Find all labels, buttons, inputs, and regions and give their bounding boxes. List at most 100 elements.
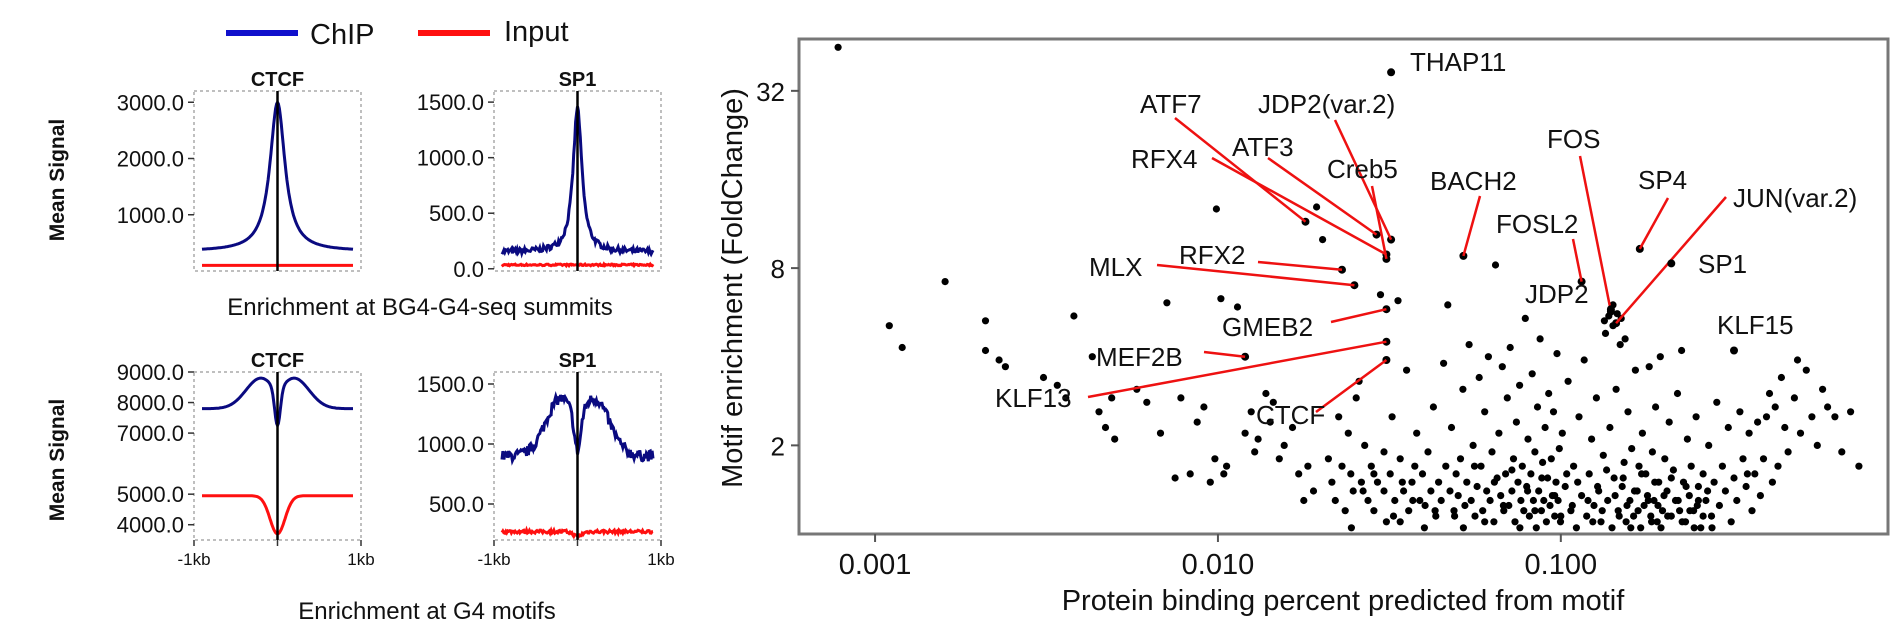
labeled-point [1387, 68, 1396, 77]
scatter-point [1628, 445, 1636, 453]
scatter-point [995, 356, 1003, 364]
scatter-point [1370, 470, 1378, 478]
scatter-point [1497, 492, 1505, 500]
scatter-point [1450, 507, 1458, 515]
scatter-point [1481, 408, 1489, 416]
tf-label: THAP11 [1410, 47, 1506, 77]
scatter-point [1674, 496, 1682, 505]
scatter-point [1558, 429, 1566, 437]
scatter-point [1697, 524, 1705, 532]
scatter-point [1656, 353, 1664, 361]
ytick-label: 1000.0 [417, 432, 484, 457]
scatter-point [1490, 518, 1498, 526]
scatter-point [1473, 482, 1481, 491]
legend-chip-label: ChIP [310, 19, 374, 51]
scatter-point [1613, 310, 1621, 318]
scatter-point [1163, 299, 1171, 307]
scatter-point [1622, 518, 1630, 526]
scatter-point [1352, 394, 1360, 402]
scatter-point [1540, 496, 1548, 505]
scatter-point [1682, 482, 1690, 491]
scatter-point [1498, 363, 1506, 371]
scatter-point [1304, 462, 1312, 470]
scatter-point [1262, 389, 1270, 398]
scatter-point [1690, 524, 1698, 532]
legend-input-label: Input [504, 16, 569, 48]
scatter-point [1724, 423, 1732, 432]
tf-label: ATF3 [1232, 132, 1294, 162]
scatter-point [1645, 363, 1653, 371]
tf-label: FOSL2 [1496, 209, 1578, 239]
scatter-point [1796, 429, 1805, 437]
scatter-point [1580, 356, 1588, 364]
scatter-point [1594, 482, 1602, 491]
scatter-point [1309, 487, 1318, 495]
panel-ctcf_summits: CTCF 1000.0 2000.0 3000.0 [117, 69, 362, 272]
scatter-point [1488, 448, 1496, 456]
ytick-label: 7000.0 [117, 421, 184, 446]
scatter-annotations: THAP11 ATF7 JDP2(var.2) ATF3 RFX4 Creb5 BACH2 F… [995, 47, 1857, 430]
annotation-line [1578, 155, 1613, 312]
scatter-point [1001, 363, 1010, 371]
scatter-point [1648, 448, 1656, 456]
scatter-point [1349, 487, 1357, 495]
scatter-point [1568, 501, 1576, 510]
scatter-point [1361, 441, 1369, 449]
scatter-point [1538, 474, 1546, 482]
scatter-point [1768, 478, 1776, 486]
scatter-point [1111, 435, 1119, 443]
scatter-point [981, 346, 990, 355]
scatter-point [1424, 448, 1432, 456]
panel-sp1_summits: SP1 0.0 500.0 1000.0 1500.0 [417, 69, 662, 282]
scatter-point [1347, 470, 1355, 478]
scatter-point [1545, 389, 1553, 398]
scatter-point [1694, 482, 1702, 491]
scatter-point [1520, 507, 1528, 515]
scatter-point [1584, 496, 1592, 505]
scatter-point [1652, 403, 1660, 411]
scatter-point [1535, 487, 1543, 495]
annotation-line [1333, 119, 1393, 241]
ytick-label: 9000.0 [117, 360, 184, 385]
scatter-point [1521, 314, 1529, 322]
ytick-label: 2 [771, 431, 785, 461]
scatter-point [1600, 317, 1608, 325]
scatter-point [1177, 394, 1185, 402]
scatter-point [1364, 496, 1372, 505]
scatter-point [1391, 496, 1399, 505]
scatter-point [834, 43, 842, 51]
scatter-point [1427, 487, 1435, 495]
xtick-label: 1kb [647, 550, 674, 569]
scatter-point [1831, 413, 1839, 421]
ylabel-top: Mean Signal [46, 119, 69, 242]
scatter-point [1432, 512, 1440, 520]
scatter-point [1328, 478, 1336, 486]
annotation-line [1211, 156, 1388, 256]
scatter-point [1784, 448, 1792, 456]
scatter-point [1483, 487, 1491, 495]
tf-label: RFX4 [1131, 144, 1197, 174]
scatter-point [1516, 381, 1524, 389]
ytick-label: 32 [756, 77, 785, 107]
scatter-point [1638, 429, 1646, 437]
scatter-point [1790, 394, 1798, 402]
xtick-label: -1kb [177, 550, 210, 569]
scatter-point [1686, 507, 1694, 515]
scatter-point [1525, 512, 1533, 520]
scatter-point [1269, 398, 1277, 406]
scatter-point [1630, 487, 1639, 495]
tf-label: KLF13 [995, 383, 1072, 413]
ytick-label: 8000.0 [117, 391, 184, 416]
scatter-point [1101, 423, 1110, 432]
scatter-point [1644, 496, 1652, 505]
scatter-point [1653, 518, 1661, 526]
scatter-point [1588, 435, 1596, 443]
scatter-point [941, 278, 949, 286]
scatter-point [1647, 512, 1655, 520]
xtick-label: 0.100 [1525, 549, 1598, 581]
scatter-point [1319, 236, 1327, 244]
scatter-point [1388, 413, 1396, 421]
scatter-point [1280, 441, 1288, 449]
scatter-point [1405, 507, 1413, 515]
annotation-line [1174, 117, 1307, 223]
